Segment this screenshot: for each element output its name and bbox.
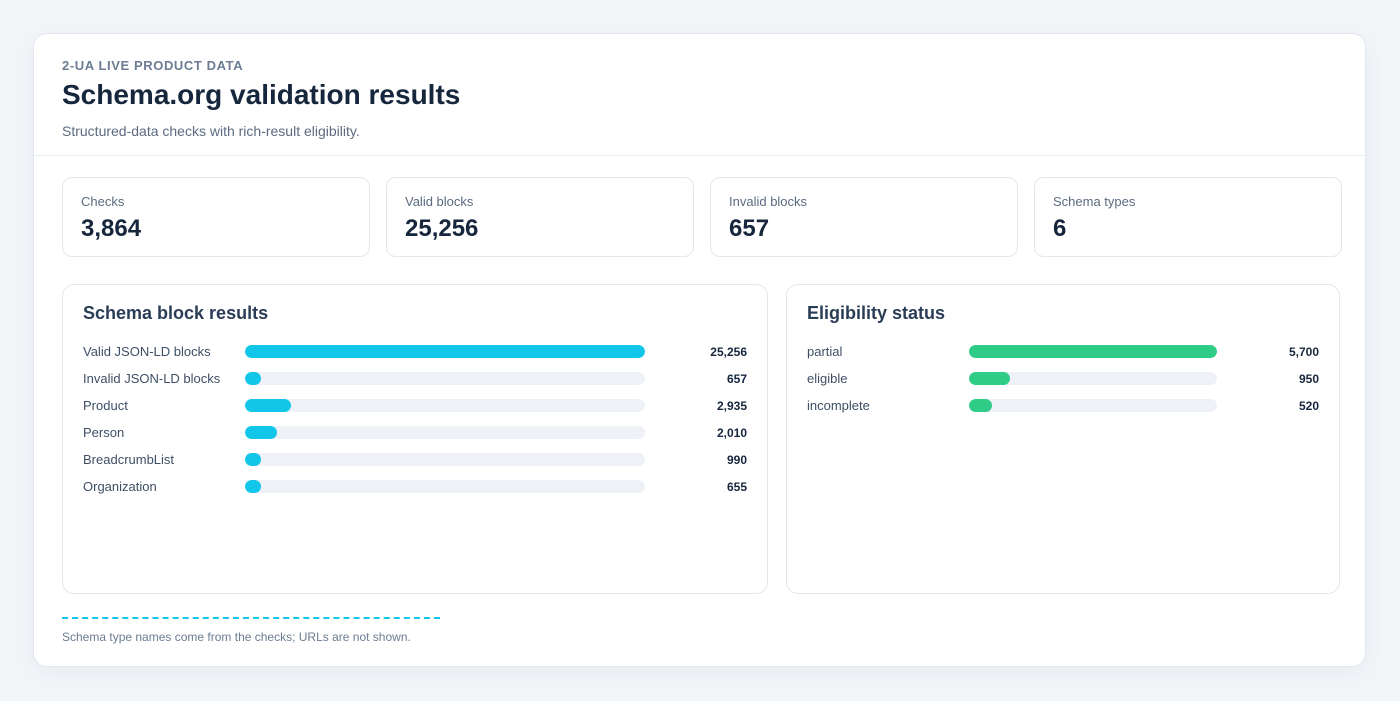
bar-fill <box>245 426 277 439</box>
bar-value: 950 <box>1298 371 1319 386</box>
bar-list: Valid JSON-LD blocks 25,256 Invalid JSON-L… <box>83 338 747 500</box>
stat-value: 6 <box>1053 215 1067 242</box>
bar-row: Organization 655 <box>83 473 747 500</box>
bar-label: Person <box>83 425 125 440</box>
stat-value: 25,256 <box>405 215 479 242</box>
bar-value: 520 <box>1298 398 1319 413</box>
bar-fill <box>245 372 261 385</box>
bar-row: Person 2,010 <box>83 419 747 446</box>
stat-value: 657 <box>729 215 770 242</box>
bar-fill <box>245 345 645 358</box>
bar-fill <box>245 399 292 412</box>
bar-track <box>969 345 1217 358</box>
bar-fill <box>969 399 992 412</box>
stats-row: Checks 3,864 Valid blocks 25,256 Invalid… <box>62 177 1342 257</box>
eligibility-status-panel: Eligibility status partial 5,700 eligible 9… <box>786 284 1340 594</box>
stat-card-valid-blocks: Valid blocks 25,256 <box>386 177 694 257</box>
bar-label: partial <box>807 344 843 359</box>
bar-row: Valid JSON-LD blocks 25,256 <box>83 338 747 365</box>
stat-value: 3,864 <box>81 215 142 242</box>
bar-label: eligible <box>807 371 848 386</box>
bar-track <box>969 399 1217 412</box>
eyebrow-label: 2-UA LIVE PRODUCT DATA <box>62 58 244 73</box>
bar-value: 2,010 <box>716 425 747 440</box>
bar-label: BreadcrumbList <box>83 452 175 467</box>
bar-fill <box>245 480 261 493</box>
stat-label: Checks <box>81 194 125 209</box>
bar-value: 25,256 <box>710 344 747 359</box>
stat-card-schema-types: Schema types 6 <box>1034 177 1342 257</box>
stat-card-invalid-blocks: Invalid blocks 657 <box>710 177 1018 257</box>
bar-label: incomplete <box>807 398 870 413</box>
bar-track <box>245 345 645 358</box>
footnote: Schema type names come from the checks; … <box>62 630 411 644</box>
bar-track <box>969 372 1217 385</box>
page-subtitle: Structured-data checks with rich-result … <box>62 123 360 139</box>
results-card: 2-UA LIVE PRODUCT DATA Schema.org valida… <box>33 33 1366 667</box>
bar-row: incomplete 520 <box>807 392 1319 419</box>
stat-label: Schema types <box>1053 194 1136 209</box>
bar-label: Organization <box>83 479 157 494</box>
bar-row: partial 5,700 <box>807 338 1319 365</box>
panel-title: Schema block results <box>83 303 269 323</box>
header: 2-UA LIVE PRODUCT DATA Schema.org valida… <box>34 34 1365 156</box>
page-title: Schema.org validation results <box>62 79 461 110</box>
bar-row: Invalid JSON-LD blocks 657 <box>83 365 747 392</box>
bar-value: 990 <box>726 452 747 467</box>
stat-label: Invalid blocks <box>729 194 808 209</box>
bar-fill <box>969 345 1217 358</box>
bar-label: Invalid JSON-LD blocks <box>83 371 221 386</box>
bar-label: Product <box>83 398 128 413</box>
bar-value: 657 <box>726 371 747 386</box>
bar-value: 5,700 <box>1288 344 1319 359</box>
bar-value: 2,935 <box>716 398 747 413</box>
bar-track <box>245 453 645 466</box>
stat-label: Valid blocks <box>405 194 474 209</box>
bar-list: partial 5,700 eligible 950 incomplete 520 <box>807 338 1319 419</box>
bar-track <box>245 399 645 412</box>
stat-card-checks: Checks 3,864 <box>62 177 370 257</box>
bar-label: Valid JSON-LD blocks <box>83 344 211 359</box>
schema-block-results-panel: Schema block results Valid JSON-LD block… <box>62 284 768 594</box>
panel-title: Eligibility status <box>807 303 946 323</box>
bar-fill <box>245 453 261 466</box>
bar-row: Product 2,935 <box>83 392 747 419</box>
bar-track <box>245 480 645 493</box>
bar-track <box>245 372 645 385</box>
dashed-divider <box>62 617 440 619</box>
bar-track <box>245 426 645 439</box>
bar-row: eligible 950 <box>807 365 1319 392</box>
bar-value: 655 <box>726 479 747 494</box>
bar-fill <box>969 372 1011 385</box>
bar-row: BreadcrumbList 990 <box>83 446 747 473</box>
